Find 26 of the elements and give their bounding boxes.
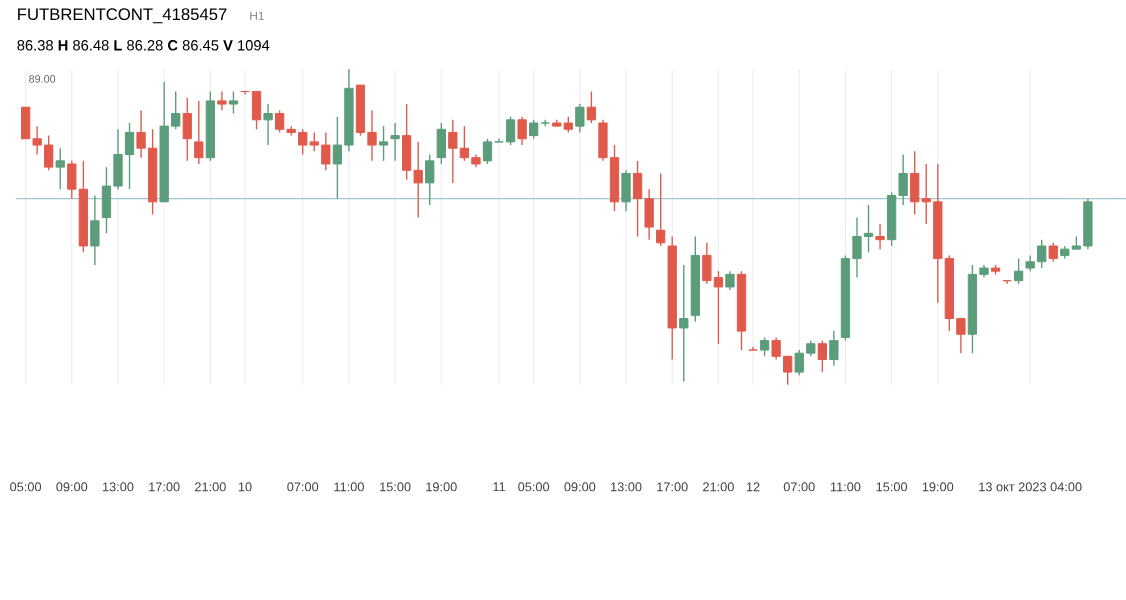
candlestick bbox=[725, 270, 735, 292]
candlestick bbox=[679, 264, 689, 383]
chart-title: FUTBRENTCONT_4185457 bbox=[18, 8, 227, 24]
candlestick bbox=[1048, 242, 1058, 263]
candlestick bbox=[621, 170, 631, 213]
candlestick bbox=[425, 154, 435, 207]
candlestick bbox=[875, 223, 885, 251]
candlestick bbox=[228, 91, 239, 115]
candlestick bbox=[217, 91, 227, 112]
candlestick bbox=[575, 103, 585, 134]
candlestick bbox=[378, 125, 389, 162]
candlestick bbox=[586, 91, 597, 125]
candlestick bbox=[90, 195, 100, 266]
candlestick bbox=[390, 122, 400, 162]
candlestick bbox=[656, 173, 666, 248]
candlestick bbox=[182, 97, 192, 162]
candlestick bbox=[748, 346, 758, 352]
candlestick bbox=[55, 147, 65, 191]
candlestick bbox=[263, 103, 273, 147]
candlestick bbox=[436, 122, 446, 166]
candlestick bbox=[517, 116, 527, 147]
candlestick bbox=[817, 340, 827, 374]
candlestick bbox=[1013, 258, 1024, 285]
candlestick bbox=[829, 330, 839, 367]
candlestick bbox=[759, 337, 770, 358]
candlestick bbox=[194, 100, 204, 166]
